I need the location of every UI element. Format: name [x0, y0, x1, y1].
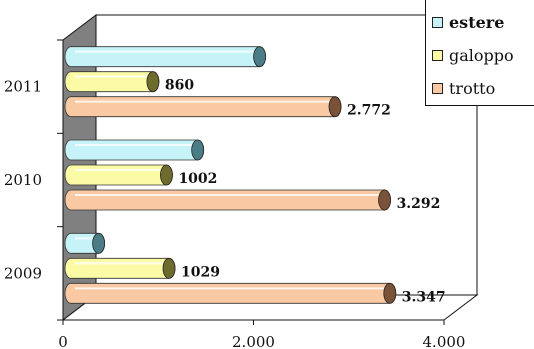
- bar-trotto-2010: [64, 189, 391, 211]
- data-label-trotto-2010: 3.292: [397, 196, 441, 212]
- bar-cap-trotto-2010: [378, 189, 391, 211]
- y-tick-label: 2009: [4, 264, 42, 282]
- legend-item-galoppo: galoppo: [432, 39, 534, 72]
- bar-estere-2011: [64, 46, 266, 68]
- data-label-galoppo-2010: 1002: [178, 171, 217, 187]
- x-tick-label: 0: [58, 333, 68, 349]
- bar-trotto-2011: [64, 96, 342, 118]
- data-label-galoppo-2011: 860: [165, 78, 194, 94]
- bar-cap-galoppo-2011: [146, 71, 160, 93]
- y-tick-label: 2010: [4, 171, 42, 189]
- bar-galoppo-2009: [64, 257, 176, 279]
- bar-trotto-2009: [64, 282, 397, 304]
- y-tick-labels: 2011 2010 2009: [4, 78, 42, 283]
- bar-galoppo-2011: [64, 71, 160, 93]
- bar-cap-trotto-2011: [328, 96, 342, 118]
- legend-swatch-estere: [432, 17, 443, 28]
- bar-cap-estere-2011: [253, 46, 266, 68]
- legend-swatch-galoppo: [432, 50, 443, 61]
- bar-estere-2010: [64, 139, 205, 161]
- bar-cap-galoppo-2009: [162, 257, 176, 279]
- bar-cap-estere-2010: [191, 139, 205, 161]
- legend-label-estere: estere: [449, 13, 505, 32]
- legend-label-galoppo: galoppo: [449, 46, 514, 65]
- data-label-trotto-2011: 2.772: [347, 103, 391, 119]
- bars-layer: [64, 46, 397, 304]
- legend-item-trotto: trotto: [432, 72, 534, 105]
- x-tick-labels: 0 2.000 4.000: [58, 333, 465, 349]
- x-tick-label: 4.000: [423, 333, 466, 349]
- data-label-galoppo-2009: 1029: [181, 264, 220, 280]
- x-tick-label: 2.000: [232, 333, 275, 349]
- bar-cap-galoppo-2010: [160, 164, 173, 186]
- legend-item-estere: estere: [432, 6, 534, 39]
- y-tick-label: 2011: [4, 78, 42, 96]
- legend-swatch-trotto: [432, 83, 443, 94]
- data-label-trotto-2009: 3.347: [402, 289, 446, 305]
- bar-galoppo-2010: [64, 164, 173, 186]
- bar-cap-estere-2009: [92, 232, 106, 254]
- bar-cap-trotto-2009: [383, 282, 397, 304]
- legend-label-trotto: trotto: [449, 79, 496, 98]
- data-labels: 860 2.772 1002 3.292 1029 3.347: [165, 78, 446, 306]
- legend: estere galoppo trotto: [425, 0, 534, 106]
